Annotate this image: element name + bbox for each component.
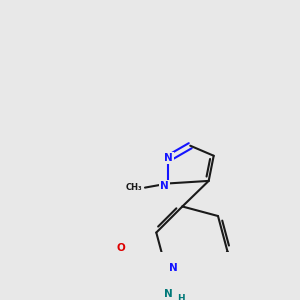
Text: N: N — [160, 181, 169, 191]
Text: N: N — [164, 289, 173, 298]
Text: N: N — [164, 153, 173, 163]
Text: H: H — [177, 294, 184, 300]
Text: CH₃: CH₃ — [126, 183, 142, 192]
Text: N: N — [169, 263, 178, 273]
Text: O: O — [117, 243, 125, 253]
